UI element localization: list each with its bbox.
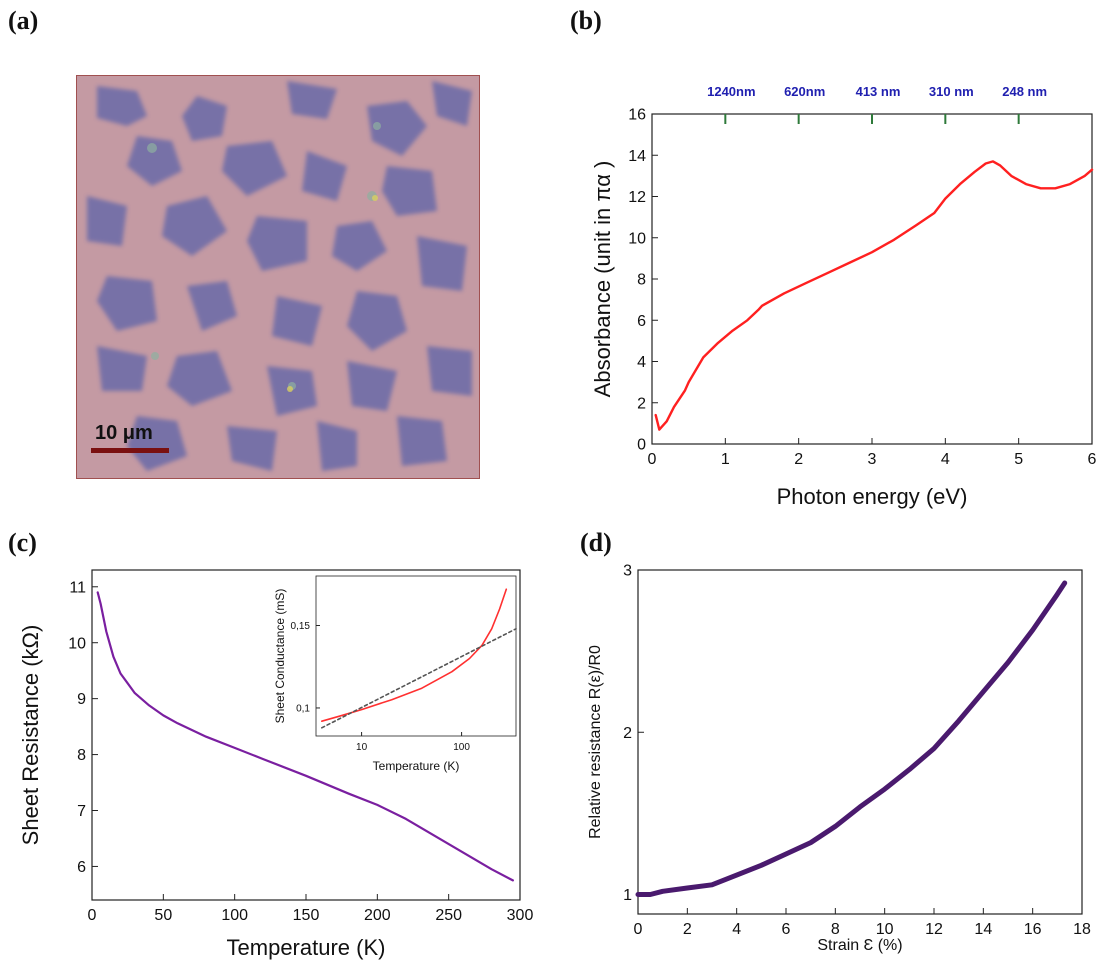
- y-tick-label: 10: [628, 230, 646, 247]
- data-series-line: [654, 160, 1094, 431]
- y-tick-label: 9: [77, 691, 86, 708]
- plot-frame: [315, 575, 517, 737]
- x-tick-label: 18: [1073, 921, 1091, 938]
- panel-label-c: (c): [8, 528, 37, 557]
- x-tick-label: 100: [221, 907, 248, 924]
- x-tick-label: 1: [721, 451, 730, 468]
- y-tick-label: 6: [77, 859, 86, 876]
- y-axis-label: Absorbance (unit in πα ): [590, 161, 615, 398]
- sheet-resistance-chart: 0 50 100 150 200 250 300 6 7 8 9 10 11 Temperature (K…: [18, 569, 534, 960]
- x-tick-label: 250: [435, 907, 462, 924]
- x-tick-label: 0: [634, 921, 643, 938]
- y-tick-label: 0,1: [296, 703, 310, 714]
- x-tick-label: 10: [876, 921, 894, 938]
- top-axis-label: 248 nm: [1002, 84, 1047, 99]
- top-axis-label: 310 nm: [929, 84, 974, 99]
- panel-label-d: (d): [580, 528, 612, 557]
- x-tick-label: 2: [794, 451, 803, 468]
- top-axis-label: 413 nm: [856, 84, 901, 99]
- x-tick-label: 3: [868, 451, 877, 468]
- graphene-flakes: [87, 81, 472, 471]
- y-tick-label: 8: [637, 272, 646, 289]
- x-tick-label: 50: [154, 907, 172, 924]
- x-tick-label: 4: [941, 451, 950, 468]
- panel-label-b: (b): [570, 6, 602, 35]
- data-series-line: [96, 591, 515, 882]
- x-tick-label: 0: [88, 907, 97, 924]
- y-tick-label: 11: [69, 579, 86, 596]
- y-axis-label: Sheet Resistance (kΩ): [18, 625, 43, 846]
- x-tick-label: 10: [356, 742, 368, 753]
- y-tick-label: 0: [637, 437, 646, 454]
- y-tick-label: 4: [637, 354, 646, 371]
- x-tick-label: 12: [925, 921, 943, 938]
- x-tick-label: 8: [831, 921, 840, 938]
- x-tick-label: 2: [683, 921, 692, 938]
- y-tick-label: 7: [77, 803, 86, 820]
- panel-label-a: (a): [8, 6, 39, 35]
- inset-background: [312, 572, 518, 766]
- x-tick-label: 300: [507, 907, 534, 924]
- micrograph-yellow-specks: [287, 195, 378, 392]
- x-tick-label: 6: [1088, 451, 1097, 468]
- x-tick-label: 6: [782, 921, 791, 938]
- x-axis-label: Photon energy (eV): [777, 484, 968, 509]
- x-tick-label: 100: [453, 742, 470, 753]
- y-tick-label: 1: [623, 887, 632, 904]
- y-tick-label: 0,15: [291, 621, 311, 632]
- x-tick-label: 14: [974, 921, 992, 938]
- plot-frame: [651, 113, 1093, 445]
- y-tick-label: 6: [637, 313, 646, 330]
- data-series-line: [635, 580, 1068, 897]
- y-tick-label: 14: [628, 148, 646, 165]
- micrograph-specks: [147, 122, 381, 390]
- scale-bar-label: 10 μm: [95, 422, 153, 444]
- x-axis-label: Temperature (K): [227, 935, 386, 960]
- y-tick-label: 8: [77, 747, 86, 764]
- inset-chart: 10 100 0,1 0,15 Temperature (K) Sheet Conduct…: [273, 572, 518, 773]
- x-tick-label: 16: [1024, 921, 1042, 938]
- y-axis-label: Relative resistance R(ε)/R0: [587, 645, 604, 839]
- scale-bar: [91, 448, 169, 453]
- top-axis-label: 1240nm: [707, 84, 755, 99]
- x-tick-label: 5: [1014, 451, 1023, 468]
- x-axis-label: Temperature (K): [373, 759, 460, 773]
- x-tick-label: 200: [364, 907, 391, 924]
- y-tick-label: 2: [623, 725, 632, 742]
- y-tick-label: 16: [628, 107, 646, 124]
- top-axis-label: 620nm: [784, 84, 825, 99]
- x-tick-label: 150: [293, 907, 320, 924]
- optical-micrograph: 10 μm: [76, 75, 480, 479]
- x-tick-label: 4: [732, 921, 741, 938]
- y-axis-label: Sheet Conductance (mS): [273, 589, 287, 724]
- y-tick-label: 10: [68, 635, 86, 652]
- x-axis-label: Strain Ɛ (%): [817, 937, 902, 954]
- micrograph-image: 10 μm: [77, 76, 479, 478]
- trend-line: [320, 628, 517, 729]
- x-tick-label: 0: [648, 451, 657, 468]
- y-tick-label: 2: [637, 395, 646, 412]
- y-tick-label: 3: [623, 563, 632, 580]
- y-tick-label: 12: [628, 189, 646, 206]
- plot-frame: [637, 569, 1083, 915]
